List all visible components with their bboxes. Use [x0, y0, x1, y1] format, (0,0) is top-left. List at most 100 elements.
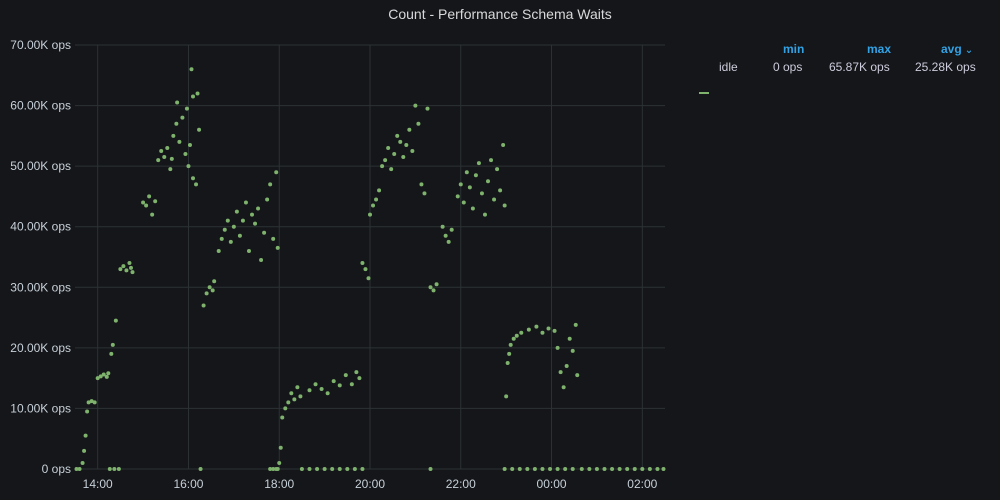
data-point	[237, 233, 242, 238]
panel-title[interactable]: Count - Performance Schema Waits	[388, 6, 612, 22]
data-point	[422, 191, 427, 196]
data-point	[168, 167, 173, 172]
data-point	[392, 152, 397, 157]
data-point	[292, 397, 297, 402]
data-point	[198, 467, 203, 471]
y-tick-label: 60.00K ops	[10, 99, 71, 113]
data-point	[517, 467, 522, 471]
data-point	[514, 333, 519, 338]
y-tick-label: 10.00K ops	[10, 401, 71, 415]
data-point	[204, 291, 209, 296]
data-point	[419, 182, 424, 187]
data-point	[112, 467, 117, 471]
data-point	[398, 139, 403, 144]
data-point	[548, 467, 553, 471]
data-point	[647, 467, 652, 471]
data-point	[184, 106, 189, 111]
data-point	[407, 127, 412, 132]
legend-header-avg-label: avg	[941, 42, 962, 56]
data-point	[501, 142, 506, 147]
data-point	[492, 197, 497, 202]
data-point	[194, 182, 199, 187]
data-point	[434, 282, 439, 287]
data-point	[256, 206, 261, 211]
y-tick-label: 0 ops	[42, 462, 71, 476]
data-point	[228, 239, 233, 244]
data-point	[74, 467, 79, 471]
data-point	[377, 188, 382, 193]
legend-header-min[interactable]: min	[783, 42, 805, 56]
data-point	[92, 400, 97, 405]
data-point	[354, 370, 359, 375]
data-point	[186, 164, 191, 169]
data-point	[563, 467, 568, 471]
data-point	[594, 467, 599, 471]
data-point	[330, 467, 335, 471]
data-point	[240, 218, 245, 223]
data-point	[180, 115, 185, 120]
data-point	[141, 200, 146, 205]
data-point	[212, 279, 217, 284]
data-point	[246, 248, 251, 253]
data-point	[262, 230, 267, 235]
data-point	[207, 285, 212, 290]
data-point	[331, 379, 336, 384]
data-point	[473, 173, 478, 178]
data-point	[573, 322, 578, 327]
data-point	[661, 467, 666, 471]
data-point	[482, 212, 487, 217]
data-point	[458, 182, 463, 187]
data-point	[587, 467, 592, 471]
data-point	[366, 276, 371, 281]
data-point	[428, 285, 433, 290]
y-axis: 0 ops 10.00K ops 20.00K ops 30.00K ops 40.00…	[10, 38, 71, 476]
legend-header-avg[interactable]: avg ⌄	[941, 42, 973, 56]
data-point	[325, 391, 330, 396]
data-point	[363, 267, 368, 272]
x-tick-label: 20:00	[355, 477, 385, 491]
legend-header: min max avg ⌄	[690, 40, 990, 60]
data-point	[343, 373, 348, 378]
data-point	[322, 467, 327, 471]
data-point	[271, 236, 276, 241]
data-point	[253, 221, 258, 226]
data-point	[345, 467, 350, 471]
data-point	[171, 133, 176, 138]
data-point	[77, 467, 82, 471]
data-point	[113, 318, 118, 323]
data-point	[319, 387, 324, 392]
data-point	[449, 227, 454, 232]
data-point	[104, 374, 109, 379]
data-point	[156, 158, 161, 163]
data-point	[174, 121, 179, 126]
x-tick-label: 14:00	[83, 477, 113, 491]
data-point	[177, 139, 182, 144]
data-point	[216, 248, 221, 253]
data-point	[89, 399, 94, 404]
data-point	[360, 261, 365, 266]
data-point	[534, 324, 539, 329]
data-point	[162, 155, 167, 160]
data-point	[546, 326, 551, 331]
legend-series-min: 0 ops	[773, 60, 803, 74]
data-point	[201, 303, 206, 308]
data-point	[368, 212, 372, 217]
data-point	[443, 233, 448, 238]
data-point	[558, 370, 563, 375]
data-point	[461, 200, 466, 205]
data-point	[127, 261, 132, 266]
data-point	[552, 328, 557, 333]
data-point	[357, 376, 362, 381]
data-point	[495, 167, 500, 172]
data-point	[602, 467, 607, 471]
legend-header-max[interactable]: max	[867, 42, 892, 56]
data-point	[525, 467, 530, 471]
legend: min max avg ⌄ idle 0 ops 65.87K ops 25.28…	[690, 40, 990, 94]
data-point	[101, 372, 106, 377]
data-point	[498, 188, 503, 193]
legend-item-idle[interactable]: idle 0 ops 65.87K ops 25.28K ops	[690, 60, 990, 94]
data-point	[147, 194, 152, 199]
x-tick-label: 00:00	[537, 477, 567, 491]
data-point	[189, 67, 194, 72]
